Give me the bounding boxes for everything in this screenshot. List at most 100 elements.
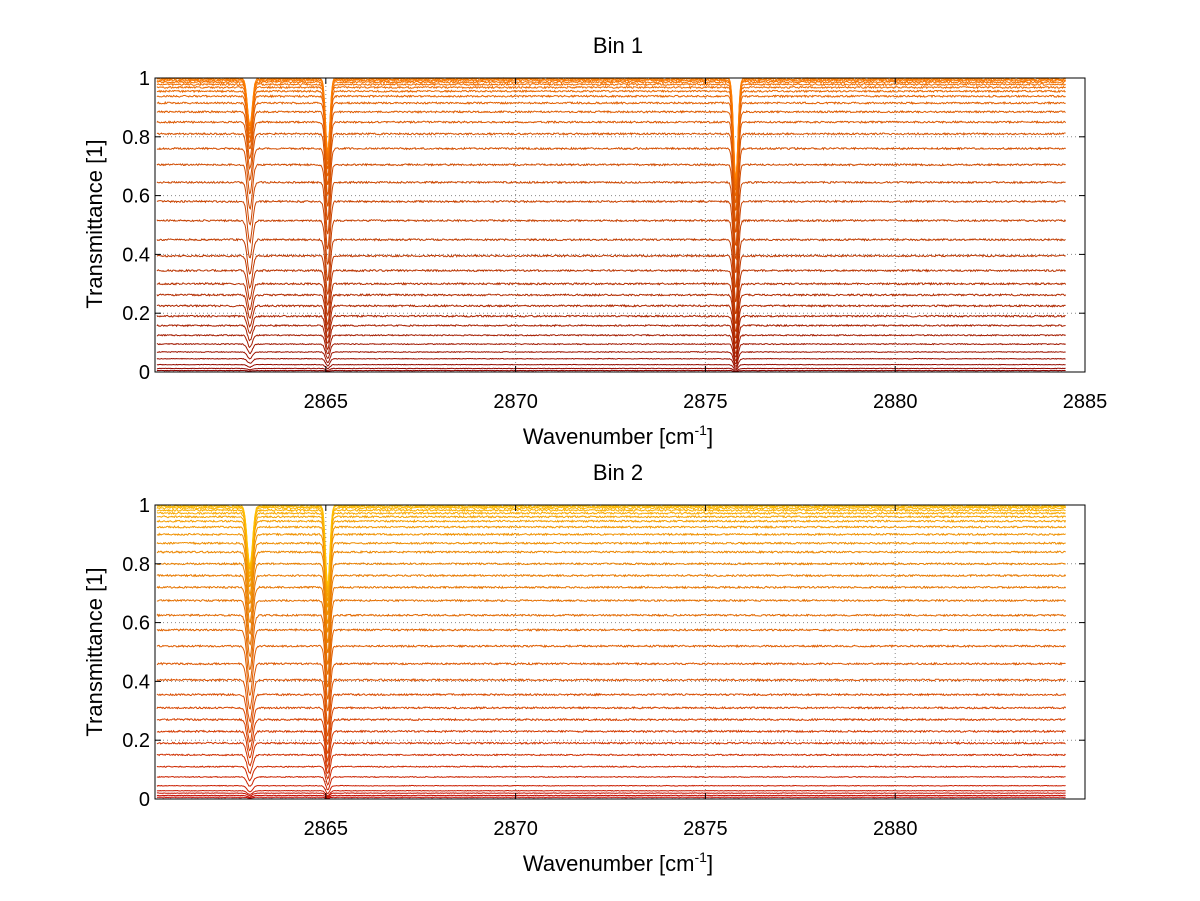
series-line — [156, 281, 1067, 339]
chart-title: Bin 1 — [593, 33, 643, 58]
y-tick-label: 1 — [139, 495, 150, 517]
y-tick-label: 0.4 — [122, 244, 150, 266]
series-line — [156, 180, 1066, 274]
x-tick-label: 2870 — [493, 818, 538, 840]
series-line — [156, 323, 1066, 358]
x-axis-label-end: ] — [707, 851, 713, 876]
x-tick-label: 2880 — [873, 391, 918, 413]
series-line — [156, 789, 1066, 797]
series-line — [156, 505, 1067, 588]
y-tick-label: 0.6 — [122, 186, 150, 208]
series-line — [156, 765, 1066, 786]
plot-background — [155, 505, 1085, 799]
series-line — [156, 550, 1066, 633]
series-line — [156, 82, 1066, 185]
series-line — [156, 199, 1066, 288]
series-line — [156, 705, 1067, 754]
series-line — [156, 753, 1066, 780]
y-tick-label: 1 — [139, 68, 150, 90]
x-tick-label: 2870 — [493, 391, 538, 413]
plot-area: 2865 2870 2875 2880 0 0.2 0.4 0.6 0.8 1 — [122, 495, 1086, 840]
series-line — [156, 541, 1066, 624]
series-line — [156, 89, 1066, 192]
x-tick-label: 2865 — [304, 391, 349, 413]
series-line — [156, 109, 1066, 211]
series-line — [156, 784, 1066, 795]
series-line — [156, 796, 1066, 799]
axes-frame — [154, 77, 1086, 373]
x-axis-label-main: Wavenumber [cm — [523, 851, 695, 876]
series-line — [156, 661, 1066, 725]
series-line — [156, 508, 1066, 590]
series-line — [156, 303, 1066, 349]
y-axis-label: Transmittance [1] — [82, 567, 107, 736]
series-line — [156, 794, 1066, 799]
series-line — [156, 511, 1066, 593]
series-line — [156, 792, 1066, 798]
y-tick-label: 0.4 — [122, 671, 150, 693]
series-line — [156, 628, 1067, 700]
series-line — [156, 775, 1066, 791]
series-line — [156, 514, 1067, 597]
series-line — [156, 350, 1066, 368]
series-line — [156, 342, 1066, 365]
series-line — [156, 367, 1066, 372]
y-tick-label: 0 — [139, 789, 150, 811]
x-tick-label: 2875 — [683, 391, 728, 413]
series-line — [156, 120, 1067, 222]
x-axis-label-end: ] — [707, 424, 713, 449]
chart-panel-bin-1: Bin 1 2865 2870 2875 2880 2885 0 0.2 0.4 0.6 0.8 1… — [82, 33, 1107, 449]
x-axis-label-sup: -1 — [695, 849, 708, 865]
series-line — [156, 729, 1066, 770]
chart-panel-bin-2: Bin 2 2865 2870 2875 2880 0 0.2 0.4 0.6 0.8 1 Tra… — [82, 460, 1086, 876]
series-line — [156, 333, 1066, 363]
x-axis-label-sup: -1 — [695, 422, 708, 438]
series-line — [156, 692, 1067, 745]
y-tick-label: 0.8 — [122, 554, 150, 576]
series-line — [156, 314, 1066, 355]
series-line — [156, 79, 1066, 182]
plot-area: 2865 2870 2875 2880 2885 0 0.2 0.4 0.6 0.8 1 — [122, 68, 1107, 413]
chart-title: Bin 2 — [593, 460, 643, 485]
y-tick-label: 0.6 — [122, 613, 150, 635]
series-line — [156, 237, 1066, 315]
series-line — [156, 146, 1066, 247]
x-axis-label-main: Wavenumber [cm — [523, 424, 695, 449]
series-line — [156, 268, 1066, 333]
series-line — [156, 218, 1067, 303]
series-line — [156, 504, 1067, 586]
series-line — [156, 363, 1066, 371]
series-line — [156, 644, 1066, 712]
series-line — [156, 78, 1067, 181]
series-line — [156, 573, 1067, 654]
series-line — [156, 94, 1066, 197]
x-tick-label: 2875 — [683, 818, 728, 840]
y-tick-label: 0.2 — [122, 303, 150, 325]
series-line — [156, 561, 1066, 643]
y-axis-label: Transmittance [1] — [82, 139, 107, 308]
y-tick-label: 0.2 — [122, 730, 150, 752]
series-line — [156, 162, 1066, 261]
x-axis-label: Wavenumber [cm-1] — [523, 422, 713, 449]
y-tick-label: 0 — [139, 362, 150, 384]
series-line — [156, 292, 1067, 345]
series-line — [156, 613, 1066, 688]
plot-background — [155, 78, 1085, 372]
y-tick-label: 0.8 — [122, 127, 150, 149]
series-line — [156, 717, 1066, 763]
x-axis-label: Wavenumber [cm-1] — [523, 849, 713, 876]
series-line — [156, 100, 1066, 204]
series-line — [156, 532, 1066, 615]
series-line — [156, 741, 1066, 775]
x-tick-label: 2865 — [304, 818, 349, 840]
series-line — [156, 598, 1067, 675]
series-line — [156, 357, 1066, 370]
series-line — [156, 677, 1066, 737]
series-line — [156, 525, 1067, 608]
x-tick-label: 2885 — [1063, 391, 1108, 413]
series-line — [156, 85, 1066, 189]
series-line — [156, 131, 1066, 234]
series-line — [156, 519, 1067, 602]
series-line — [156, 585, 1067, 665]
